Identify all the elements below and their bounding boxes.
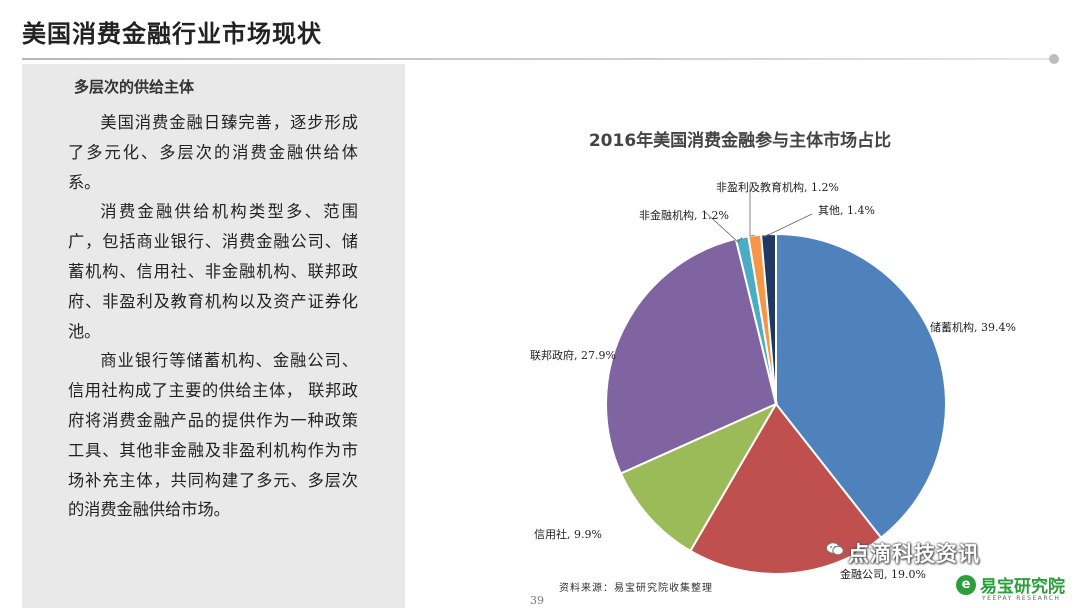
text-panel: 多层次的供给主体 美国消费金融日臻完善，逐步形成了多元化、多层次的消费金融供给体…: [22, 64, 405, 608]
slide-title: 美国消费金融行业市场现状: [22, 20, 322, 48]
leader-line: [704, 211, 743, 243]
pie-slice: [689, 402, 883, 575]
slice-label: 联邦政府, 27.9%: [530, 349, 616, 362]
logo-mark: e: [956, 575, 976, 595]
panel-heading: 多层次的供给主体: [74, 78, 195, 96]
pie-chart-canvas: [605, 184, 947, 575]
pie-slice: [605, 237, 778, 475]
wechat-icon: [826, 542, 844, 556]
slice-label: 信用社, 9.9%: [534, 528, 602, 541]
page-number: 39: [530, 594, 544, 607]
panel-paragraph: 商业银行等储蓄机构、金融公司、信用社构成了主要的供给主体， 联邦政府将消费金融产…: [68, 351, 358, 520]
slice-label: 金融公司, 19.0%: [840, 568, 926, 581]
panel-body: 美国消费金融日臻完善，逐步形成了多元化、多层次的消费金融供给体系。 消费金融供给…: [68, 108, 358, 525]
title-bar: 美国消费金融行业市场现状: [0, 0, 1080, 64]
yeepay-logo: e 易宝研究院 YEEPAY RESEARCH: [956, 572, 1078, 606]
panel-paragraph: 美国消费金融日臻完善，逐步形成了多元化、多层次的消费金融供给体系。: [68, 113, 358, 192]
leader-line: [763, 213, 813, 238]
panel-paragraph: 消费金融供给机构类型多、范围广，包括商业银行、消费金融公司、储蓄机构、信用社、非…: [68, 202, 358, 341]
title-divider: [22, 58, 1052, 60]
slice-label: 其他, 1.4%: [818, 204, 875, 217]
title-divider-dot: [1049, 54, 1059, 64]
pie-slice: [619, 401, 779, 553]
leader-line: [749, 184, 755, 237]
logo-subtitle: YEEPAY RESEARCH: [982, 595, 1061, 602]
slice-label: 非盈利及教育机构, 1.2%: [716, 181, 839, 194]
logo-name: 易宝研究院: [980, 577, 1065, 597]
slice-label: 非金融机构, 1.2%: [639, 209, 729, 222]
watermark-text: 点滴科技资讯: [848, 542, 980, 566]
source-note: 资料来源：易宝研究院收集整理: [559, 583, 713, 594]
pie-chart: 2016年美国消费金融参与主体市场占比 储蓄机构, 39.4% 金融公司, 19.…: [420, 64, 1060, 608]
chart-title: 2016年美国消费金融参与主体市场占比: [588, 131, 892, 151]
slice-label: 储蓄机构, 39.4%: [930, 321, 1016, 334]
pie-slice: [775, 232, 947, 540]
